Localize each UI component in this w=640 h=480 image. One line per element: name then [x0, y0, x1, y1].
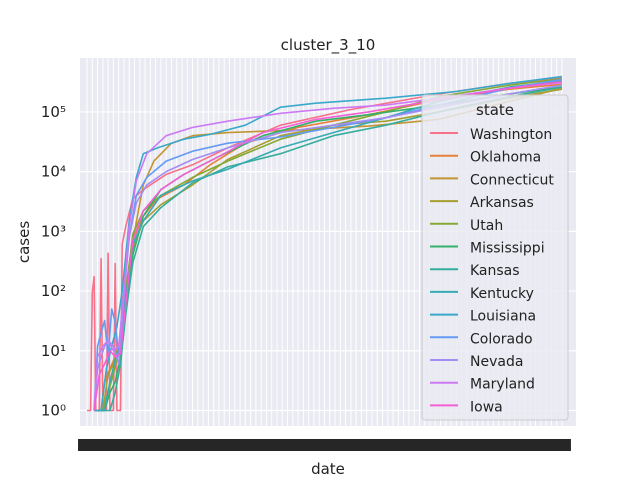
- y-tick-label: 10⁴: [41, 163, 66, 181]
- series-line-nevada: [93, 84, 563, 411]
- legend-label: Maryland: [470, 377, 535, 393]
- legend-label: Colorado: [470, 331, 533, 347]
- legend-label: Kansas: [470, 263, 520, 279]
- legend-title: state: [476, 101, 514, 119]
- chart-title: cluster_3_10: [281, 36, 376, 55]
- x-tick-label: [552, 439, 571, 451]
- series-line-kentucky: [97, 80, 562, 412]
- legend-label: Nevada: [470, 354, 523, 370]
- y-axis-label: cases: [15, 221, 33, 263]
- series-line-kansas: [97, 86, 563, 412]
- legend: state Washington Oklahoma Connecticut Arkan…: [421, 94, 569, 421]
- legend-label: Arkansas: [470, 195, 534, 211]
- series-line-iowa: [93, 81, 562, 411]
- legend-label: Washington: [470, 127, 552, 143]
- series-line-arkansas: [95, 88, 563, 412]
- legend-items: Washington Oklahoma Connecticut Arkansas Uta…: [430, 127, 554, 415]
- legend-label: Connecticut: [470, 172, 554, 188]
- y-tick-label: 10⁵: [41, 103, 66, 121]
- x-axis-label: date: [311, 460, 345, 478]
- legend-label: Mississippi: [470, 241, 545, 257]
- y-tick-label: 10¹: [41, 342, 66, 360]
- legend-label: Utah: [470, 218, 503, 234]
- y-tick-labels: 10⁰ 10¹ 10² 10³ 10⁴ 10⁵: [41, 103, 66, 420]
- series-line-maryland: [93, 81, 562, 411]
- y-tick-label: 10⁰: [41, 401, 66, 419]
- legend-label: Louisiana: [470, 309, 536, 325]
- y-tick-label: 10³: [41, 222, 66, 240]
- legend-label: Oklahoma: [470, 150, 541, 166]
- series-lines: [87, 75, 563, 412]
- x-tick-labels: [78, 439, 571, 451]
- legend-label: Kentucky: [470, 286, 534, 302]
- legend-label: Iowa: [470, 399, 503, 415]
- legend-box: [421, 94, 569, 421]
- y-tick-label: 10²: [41, 282, 66, 300]
